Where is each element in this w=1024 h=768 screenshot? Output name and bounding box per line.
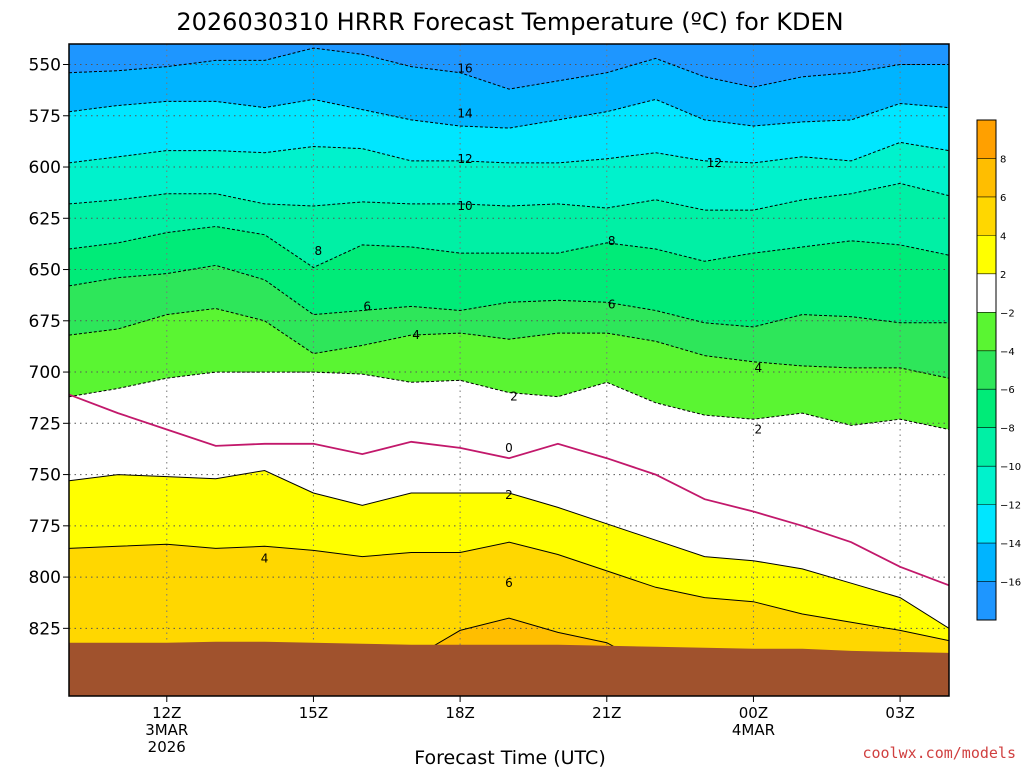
- contour-label: 8: [608, 234, 616, 248]
- contour-label: 16: [457, 62, 472, 76]
- contour-label: 6: [363, 299, 371, 313]
- x-tick-label: 00Z: [739, 704, 768, 722]
- y-tick-label: 775: [29, 517, 61, 537]
- colorbar-legend: 8 6 4 2 −2 −4 −6 −8 −10 −12 −14 −16: [976, 119, 1021, 621]
- colorbar-tick-label: −2: [1000, 308, 1015, 319]
- colorbar-swatch: [977, 389, 996, 429]
- colorbar-swatch: [977, 504, 996, 544]
- colorbar-tick-label: −8: [1000, 424, 1015, 435]
- contour-line: [69, 225, 949, 269]
- contour-line: [69, 264, 949, 328]
- contour-line: [69, 182, 949, 211]
- y-axis: 550 575 600 625 650 675 700 725 750 775 800 825: [29, 56, 69, 639]
- x-tick-label: 3MAR: [145, 721, 188, 739]
- contour-label: 2: [510, 390, 518, 404]
- colorbar-tick-label: 2: [1000, 270, 1006, 281]
- y-tick-label: 675: [29, 312, 61, 332]
- contour-line: [69, 307, 949, 379]
- colorbar-tick-label: −16: [1000, 578, 1021, 589]
- y-tick-label: 575: [29, 107, 61, 127]
- temperature-bands: [69, 44, 949, 696]
- colorbar-tick-label: −10: [1000, 462, 1021, 473]
- colorbar-tick-label: −12: [1000, 501, 1021, 512]
- y-tick-label: 650: [29, 261, 61, 281]
- colorbar-swatch: [977, 427, 996, 467]
- y-tick-label: 550: [29, 56, 61, 76]
- x-tick-label: 21Z: [592, 704, 621, 722]
- grid-lines: [69, 44, 949, 696]
- y-tick-label: 750: [29, 466, 61, 486]
- contour-label: 2: [505, 488, 513, 502]
- contour-line: [69, 393, 949, 587]
- plot-area: 16 14 12 12 10 8 8 6 6 4 4 2 2 0 2 4 6: [69, 44, 949, 696]
- y-tick-label: 600: [29, 158, 61, 178]
- colorbar-swatch: [977, 581, 996, 621]
- colorbar-swatch: [977, 312, 996, 352]
- contour-label: 6: [505, 576, 513, 590]
- credit-text: coolwx.com/models: [862, 744, 1016, 762]
- contour-label: 12: [457, 152, 472, 166]
- colorbar-swatch: [977, 196, 996, 236]
- colorbar-tick-label: −6: [1000, 385, 1015, 396]
- contour-label: 8: [315, 244, 323, 258]
- colorbar-frame: [976, 119, 997, 621]
- x-tick-label: 2026: [148, 738, 186, 756]
- contour-label: 4: [261, 552, 269, 566]
- x-tick-label: 18Z: [445, 704, 474, 722]
- x-tick-label: 15Z: [299, 704, 328, 722]
- y-tick-label: 725: [29, 414, 61, 434]
- plot-frame: [68, 43, 950, 697]
- colorbar-swatch: [977, 466, 996, 506]
- contour-label: 6: [608, 297, 616, 311]
- x-tick-label: 03Z: [885, 704, 914, 722]
- colorbar-tick-label: −14: [1000, 539, 1021, 550]
- y-tick-label: 825: [29, 619, 61, 639]
- colorbar-swatch: [977, 350, 996, 390]
- contour-line: [69, 617, 949, 696]
- contour-line: [69, 141, 949, 164]
- contour-label: 14: [457, 107, 472, 121]
- contour-label: 12: [707, 156, 722, 170]
- contour-label: 0: [505, 441, 513, 455]
- contour-label: 4: [412, 328, 420, 342]
- contour-line: [69, 47, 949, 90]
- contour-line: [69, 98, 949, 129]
- colorbar-tick-label: 6: [1000, 193, 1006, 204]
- contour-line: [69, 469, 949, 629]
- x-tick-label: 12Z: [152, 704, 181, 722]
- colorbar-tick-label: 4: [1000, 231, 1006, 242]
- colorbar-tick-label: 8: [1000, 154, 1006, 165]
- colorbar-swatch: [977, 543, 996, 583]
- contour-label: 4: [755, 361, 763, 375]
- colorbar-swatch: [977, 158, 996, 198]
- colorbar-tick-label: −4: [1000, 347, 1015, 358]
- y-tick-label: 625: [29, 209, 61, 229]
- x-tick-label: 4MAR: [732, 721, 775, 739]
- x-axis-label: Forecast Time (UTC): [414, 747, 605, 768]
- contour-labels: 16 14 12 12 10 8 8 6 6 4 4 2 2 0 2 4 6: [261, 62, 762, 591]
- colorbar-swatch: [977, 235, 996, 275]
- contour-label: 10: [457, 199, 472, 213]
- y-tick-label: 700: [29, 363, 61, 383]
- colorbar-swatch: [977, 273, 996, 313]
- chart-title: 2026030310 HRRR Forecast Temperature (ºC…: [176, 8, 843, 36]
- colorbar-swatch: [977, 120, 996, 159]
- contour-label: 2: [755, 422, 763, 436]
- contour-line: [69, 371, 949, 430]
- y-tick-label: 800: [29, 568, 61, 588]
- contour-line: [69, 541, 949, 642]
- contour-lines: [69, 47, 949, 696]
- ground-surface: [69, 641, 949, 696]
